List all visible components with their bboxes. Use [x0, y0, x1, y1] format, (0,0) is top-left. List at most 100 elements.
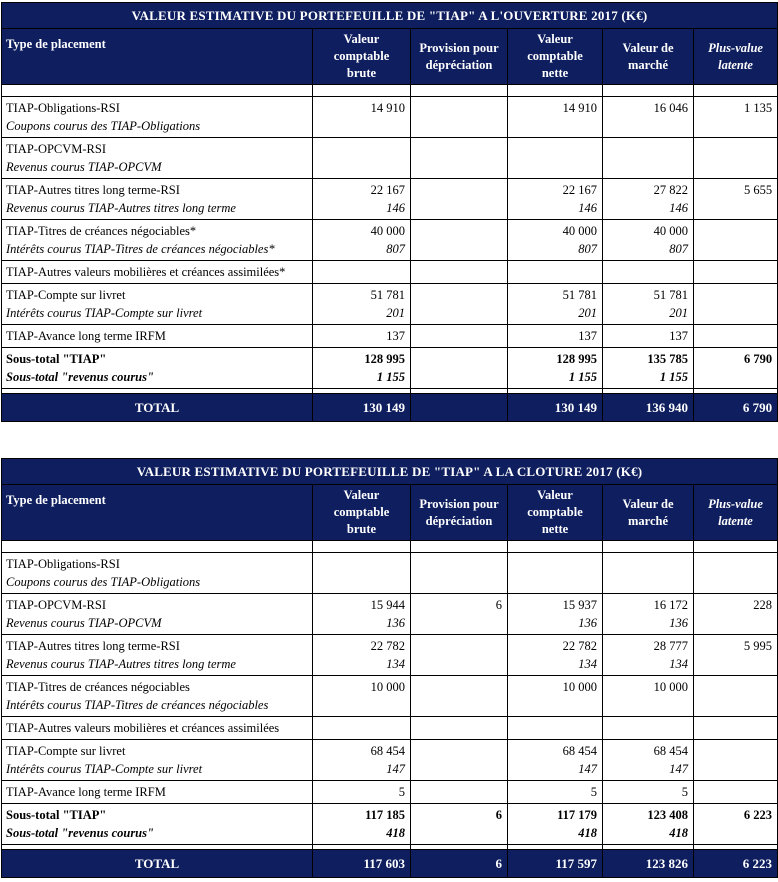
col-header-valeur-de-marche: Valeur de marché — [602, 484, 694, 541]
row-value-cell — [693, 716, 778, 740]
row-value — [605, 263, 688, 281]
row-subvalue — [315, 117, 405, 135]
spacer-row — [1, 84, 778, 97]
row-value — [510, 263, 597, 281]
row-subvalue: 134 — [386, 657, 405, 671]
row-value-cell — [692, 283, 778, 325]
table-row: TIAP-Compte sur livret Intérêts courus TI… — [1, 739, 778, 781]
row-subvalue — [696, 655, 772, 673]
row-subvalue — [605, 117, 688, 135]
row-subvalue — [605, 158, 688, 176]
total-valeur-brute: 130 149 — [312, 393, 411, 422]
total-provision — [410, 393, 508, 422]
row-value — [315, 140, 405, 158]
col-header-type-de-placement: Type de placement — [1, 28, 313, 85]
table-row: Sous-total "TIAP" Sous-total "revenus cou… — [1, 803, 778, 845]
row-value: 6 790 — [743, 352, 773, 366]
row-subvalue — [413, 760, 502, 778]
row-value-cell: 123 408 418 — [602, 803, 694, 845]
row-value: 5 655 — [743, 183, 773, 197]
row-subvalue: 1 155 — [659, 370, 688, 384]
row-subvalue — [696, 304, 772, 322]
table-row: TIAP-OPCVM-RSI Revenus courus TIAP-OPCVM — [1, 137, 778, 179]
col-header-valeur-comptable-brute: Valeur comptable brute — [312, 28, 411, 85]
row-label: TIAP-Avance long terme IRFM — [6, 329, 166, 343]
row-sublabel: Coupons courus des TIAP-Obligations — [6, 119, 201, 133]
row-value-cell — [692, 260, 778, 284]
column-header-row: Type de placement Valeur comptable brute… — [1, 28, 778, 85]
row-value: 40 000 — [653, 224, 688, 238]
row-value: 6 223 — [743, 808, 772, 822]
ouverture-table: VALEUR ESTIMATIVE DU PORTEFEUILLE DE "TI… — [0, 2, 778, 422]
row-value-cell: 117 179 418 — [507, 803, 603, 845]
row-subvalue — [413, 199, 502, 217]
row-value: 16 046 — [653, 101, 688, 115]
row-value: 5 — [590, 785, 597, 799]
row-value-cell — [410, 347, 508, 389]
row-value — [605, 140, 688, 158]
row-value: 51 781 — [370, 288, 405, 302]
row-value — [413, 637, 502, 655]
row-value-cell: 228 — [693, 593, 778, 635]
table-row: TIAP-Avance long terme IRFM 137 137 137 — [1, 324, 778, 348]
row-value-cell — [507, 552, 603, 594]
row-value — [696, 719, 772, 737]
row-value-cell: 5 655 — [692, 178, 778, 220]
row-value-cell — [507, 260, 603, 284]
row-value-cell: 5 995 — [693, 634, 778, 676]
row-label: TIAP-Compte sur livret — [6, 744, 126, 758]
row-value: 137 — [578, 329, 597, 343]
row-value-cell — [410, 780, 508, 804]
row-value-cell: 6 790 — [692, 347, 778, 389]
row-label: TIAP-Autres titres long terme-RSI — [6, 183, 180, 197]
row-label-cell: TIAP-Avance long terme IRFM — [1, 324, 313, 348]
row-value: 51 781 — [562, 288, 597, 302]
row-value-cell: 28 777 134 — [602, 634, 694, 676]
table-title: VALEUR ESTIMATIVE DU PORTEFEUILLE DE "TI… — [0, 2, 778, 29]
row-subvalue: 807 — [669, 242, 688, 256]
row-value-cell: 68 454 147 — [312, 739, 411, 781]
row-value-cell — [602, 552, 694, 594]
table-row: TIAP-Avance long terme IRFM 5 5 5 — [1, 780, 778, 804]
total-row: TOTAL 117 603 6 117 597 123 826 6 223 — [1, 849, 778, 878]
row-value-cell: 10 000 — [312, 675, 411, 717]
row-subvalue — [605, 696, 688, 714]
row-value — [413, 99, 502, 117]
row-value-cell: 22 167 146 — [507, 178, 603, 220]
row-subvalue — [315, 573, 405, 591]
row-value — [413, 783, 502, 801]
row-value-cell: 51 781 201 — [507, 283, 603, 325]
row-value: 22 782 — [562, 639, 597, 653]
row-value-cell — [312, 137, 411, 179]
row-label-cell: TIAP-Autres titres long terme-RSI Revenus… — [1, 634, 313, 676]
row-value: 5 995 — [743, 639, 772, 653]
row-sublabel: Intérêts courus TIAP-Titres de créances … — [6, 242, 275, 256]
total-valeur-marche: 136 940 — [602, 393, 694, 422]
col-header-plus-value-latente: Plus-value latente — [693, 484, 778, 541]
row-subvalue — [696, 824, 772, 842]
row-subvalue: 201 — [578, 306, 597, 320]
row-subvalue — [605, 573, 688, 591]
row-subvalue — [696, 158, 772, 176]
row-subvalue — [510, 117, 597, 135]
row-subvalue: 136 — [669, 616, 688, 630]
row-value: 68 454 — [562, 744, 597, 758]
row-label: TIAP-Autres valeurs mobilières et créanc… — [6, 721, 280, 735]
row-value-cell — [410, 716, 508, 740]
row-subvalue: 418 — [669, 826, 688, 840]
row-value-cell: 22 167 146 — [312, 178, 411, 220]
row-label-cell: Sous-total "TIAP" Sous-total "revenus cou… — [1, 347, 313, 389]
row-value: 28 777 — [653, 639, 688, 653]
row-subvalue: 147 — [386, 762, 405, 776]
row-value-cell: 1 135 — [692, 96, 778, 138]
row-label-cell: TIAP-Titres de créances négociables* Inté… — [1, 219, 313, 261]
row-value-cell: 15 937 136 — [507, 593, 603, 635]
table-row: TIAP-Titres de créances négociables Intér… — [1, 675, 778, 717]
row-value-cell: 5 — [507, 780, 603, 804]
row-label: TIAP-Obligations-RSI — [6, 557, 120, 571]
row-value: 5 — [681, 785, 688, 799]
row-label-cell: TIAP-OPCVM-RSI Revenus courus TIAP-OPCVM — [1, 593, 313, 635]
row-subvalue: 146 — [386, 201, 405, 215]
row-value: 10 000 — [370, 680, 405, 694]
row-sublabel: Revenus courus TIAP-OPCVM — [6, 160, 162, 174]
